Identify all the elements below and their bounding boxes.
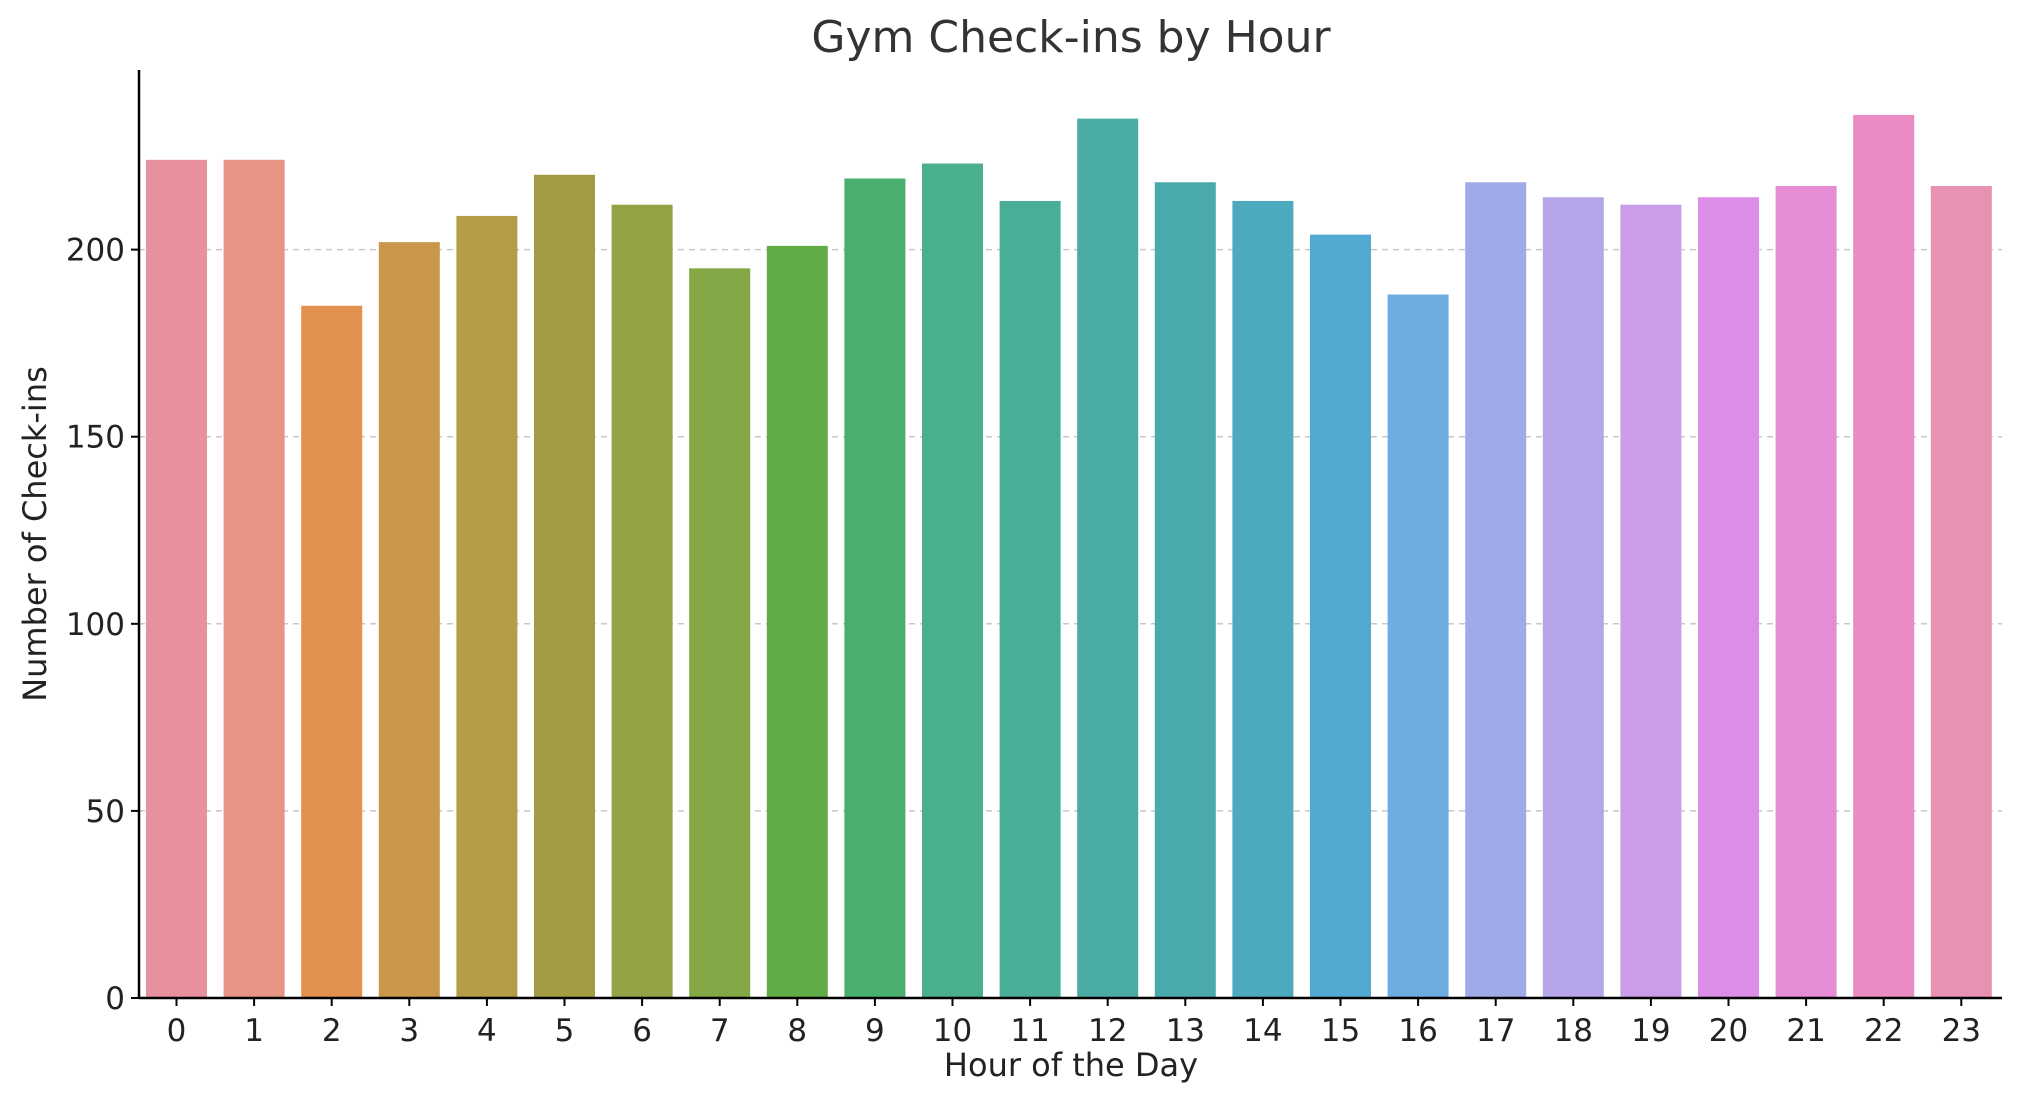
bar-hour-14 bbox=[1232, 200, 1294, 998]
y-axis-label: Number of Check-ins bbox=[16, 366, 54, 702]
y-tick-label: 50 bbox=[86, 794, 125, 830]
bar-hour-0 bbox=[146, 159, 207, 998]
bar-hour-10 bbox=[922, 163, 983, 998]
x-tick-label: 5 bbox=[555, 1013, 575, 1049]
x-tick-label: 22 bbox=[1864, 1013, 1903, 1049]
chart-title: Gym Check-ins by Hour bbox=[811, 12, 1331, 63]
bar-hour-5 bbox=[534, 174, 595, 999]
x-tick-label: 15 bbox=[1321, 1013, 1360, 1049]
bar-hour-23 bbox=[1930, 186, 1992, 998]
bar-hour-8 bbox=[766, 245, 828, 998]
x-tick-label: 4 bbox=[477, 1013, 497, 1049]
x-tick-label: 12 bbox=[1088, 1013, 1127, 1049]
x-tick-label: 10 bbox=[933, 1013, 972, 1049]
x-tick-label: 0 bbox=[167, 1013, 187, 1049]
bar-hour-2 bbox=[301, 305, 363, 998]
bar-hour-19 bbox=[1620, 204, 1682, 999]
bar-hour-4 bbox=[456, 215, 518, 998]
x-tick-label: 14 bbox=[1243, 1013, 1282, 1049]
x-tick-label: 2 bbox=[322, 1013, 342, 1049]
bar-hour-15 bbox=[1310, 234, 1371, 999]
x-tick-label: 16 bbox=[1398, 1013, 1437, 1049]
bar-hour-7 bbox=[689, 268, 751, 998]
x-tick-label: 17 bbox=[1476, 1013, 1515, 1049]
bar-hour-9 bbox=[844, 178, 906, 999]
x-tick-label: 18 bbox=[1554, 1013, 1593, 1049]
y-tick-label: 100 bbox=[66, 607, 125, 643]
bar-hour-16 bbox=[1387, 294, 1449, 999]
x-tick-label: 8 bbox=[787, 1013, 807, 1049]
bar-hour-13 bbox=[1154, 182, 1216, 999]
x-axis-ticks: 0 1 2 3 4 5 6 7 8 9 10 11 12 13 14 15 16 17 18 19 20 21 22 23 bbox=[167, 998, 1981, 1049]
x-tick-label: 1 bbox=[244, 1013, 264, 1049]
bars bbox=[146, 114, 1992, 999]
y-axis-ticks: 0 50 100 150 200 bbox=[66, 233, 139, 1017]
bar-hour-20 bbox=[1698, 197, 1759, 998]
bar-hour-21 bbox=[1775, 186, 1837, 998]
bar-hour-18 bbox=[1542, 197, 1604, 998]
y-tick-label: 0 bbox=[105, 981, 125, 1017]
x-tick-label: 23 bbox=[1942, 1013, 1981, 1049]
x-tick-label: 3 bbox=[399, 1013, 419, 1049]
bar-hour-17 bbox=[1465, 182, 1527, 999]
x-tick-label: 20 bbox=[1709, 1013, 1748, 1049]
bar-hour-22 bbox=[1853, 114, 1915, 999]
y-tick-label: 200 bbox=[66, 233, 125, 269]
bar-hour-12 bbox=[1077, 118, 1139, 999]
x-tick-label: 11 bbox=[1010, 1013, 1049, 1049]
x-tick-label: 13 bbox=[1166, 1013, 1205, 1049]
x-tick-label: 19 bbox=[1631, 1013, 1670, 1049]
x-tick-label: 7 bbox=[710, 1013, 730, 1049]
x-axis-label: Hour of the Day bbox=[944, 1046, 1198, 1084]
x-tick-label: 9 bbox=[865, 1013, 885, 1049]
y-tick-label: 150 bbox=[66, 420, 125, 456]
bar-hour-3 bbox=[378, 242, 440, 998]
bar-hour-1 bbox=[223, 159, 285, 998]
x-tick-label: 21 bbox=[1786, 1013, 1825, 1049]
bar-hour-11 bbox=[999, 200, 1061, 998]
bar-hour-6 bbox=[611, 204, 673, 999]
x-tick-label: 6 bbox=[632, 1013, 652, 1049]
gridlines bbox=[139, 248, 2002, 812]
